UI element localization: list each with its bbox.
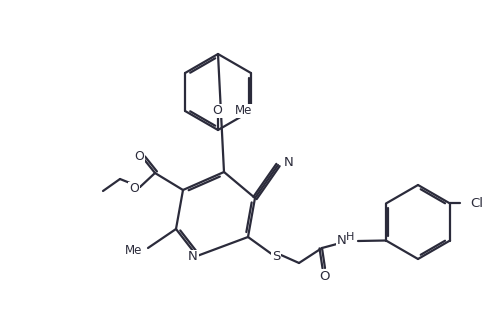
Text: O: O bbox=[319, 269, 329, 282]
Text: Cl: Cl bbox=[470, 197, 483, 210]
Text: Me: Me bbox=[125, 244, 143, 257]
Text: O: O bbox=[212, 105, 222, 118]
Text: O: O bbox=[129, 182, 139, 196]
Text: S: S bbox=[272, 250, 280, 262]
Text: N: N bbox=[336, 233, 346, 247]
Text: H: H bbox=[346, 232, 354, 242]
Text: Me: Me bbox=[235, 105, 252, 118]
Text: O: O bbox=[134, 151, 144, 164]
Text: N: N bbox=[284, 156, 294, 168]
Text: N: N bbox=[188, 251, 198, 263]
